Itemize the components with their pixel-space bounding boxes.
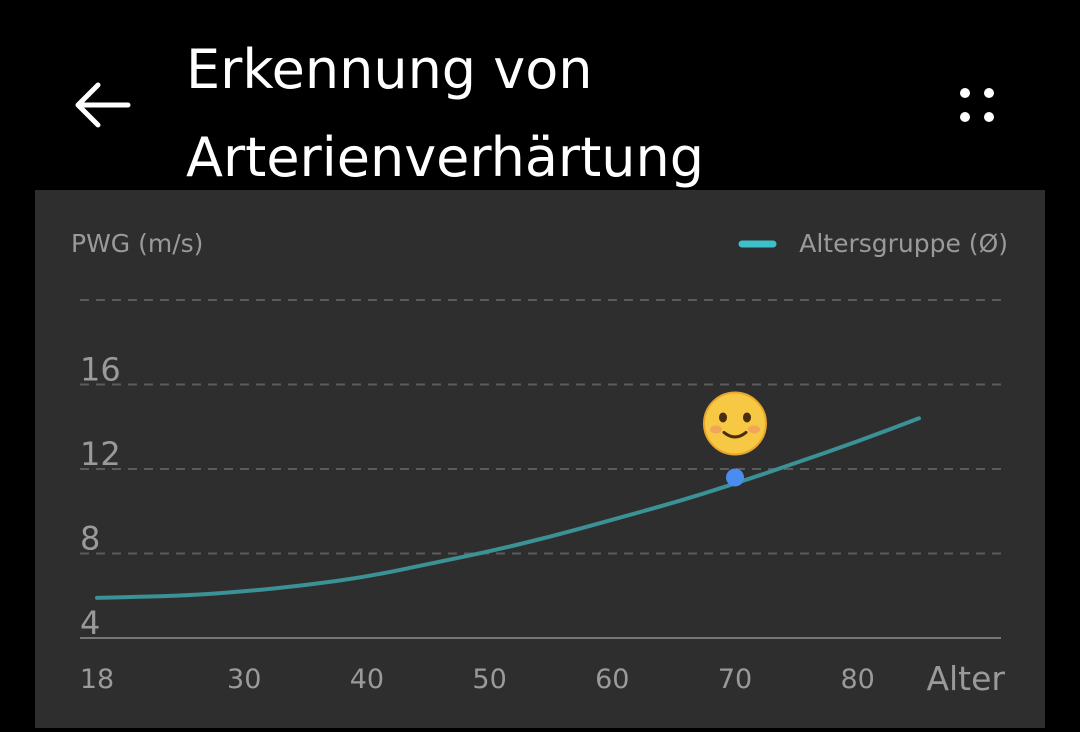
x-tick-label: 18 — [80, 664, 114, 695]
grid-dots-icon — [960, 88, 994, 122]
y-tick-label: 12 — [80, 435, 121, 473]
x-tick-label: 70 — [718, 664, 752, 695]
page-title-line1: Erkennung von — [186, 38, 593, 101]
x-tick-label: 30 — [227, 664, 261, 695]
x-tick-label: 60 — [595, 664, 629, 695]
chart-card: PWG (m/s) Altersgruppe (Ø) 4 8 12 16 18 30 40… — [35, 190, 1045, 728]
legend-label: Altersgruppe (Ø) — [799, 229, 1008, 258]
back-button[interactable] — [62, 70, 142, 140]
y-tick-label: 8 — [80, 520, 100, 558]
legend: Altersgruppe (Ø) — [738, 229, 1008, 258]
x-tick-label: 80 — [841, 664, 875, 695]
more-options-button[interactable] — [942, 70, 1012, 140]
x-axis-label: Alter — [926, 659, 1005, 698]
y-tick-label: 16 — [80, 351, 121, 389]
arrow-left-icon — [75, 82, 131, 128]
page-title-line2: Arterienverhärtung — [186, 126, 705, 189]
page-title: Erkennung von Arterienverhärtung — [186, 26, 906, 202]
user-data-point[interactable] — [726, 468, 744, 487]
smiley-face-icon — [703, 391, 767, 456]
x-tick-label: 40 — [350, 664, 384, 695]
app-header: Erkennung von Arterienverhärtung — [0, 0, 1080, 190]
x-tick-label: 50 — [472, 664, 506, 695]
y-tick-label: 4 — [80, 604, 100, 642]
y-axis-label: PWG (m/s) — [71, 229, 203, 258]
series-line-altersgruppe — [95, 416, 922, 600]
pwv-chart: PWG (m/s) Altersgruppe (Ø) 4 8 12 16 18 30 40… — [71, 229, 1008, 698]
